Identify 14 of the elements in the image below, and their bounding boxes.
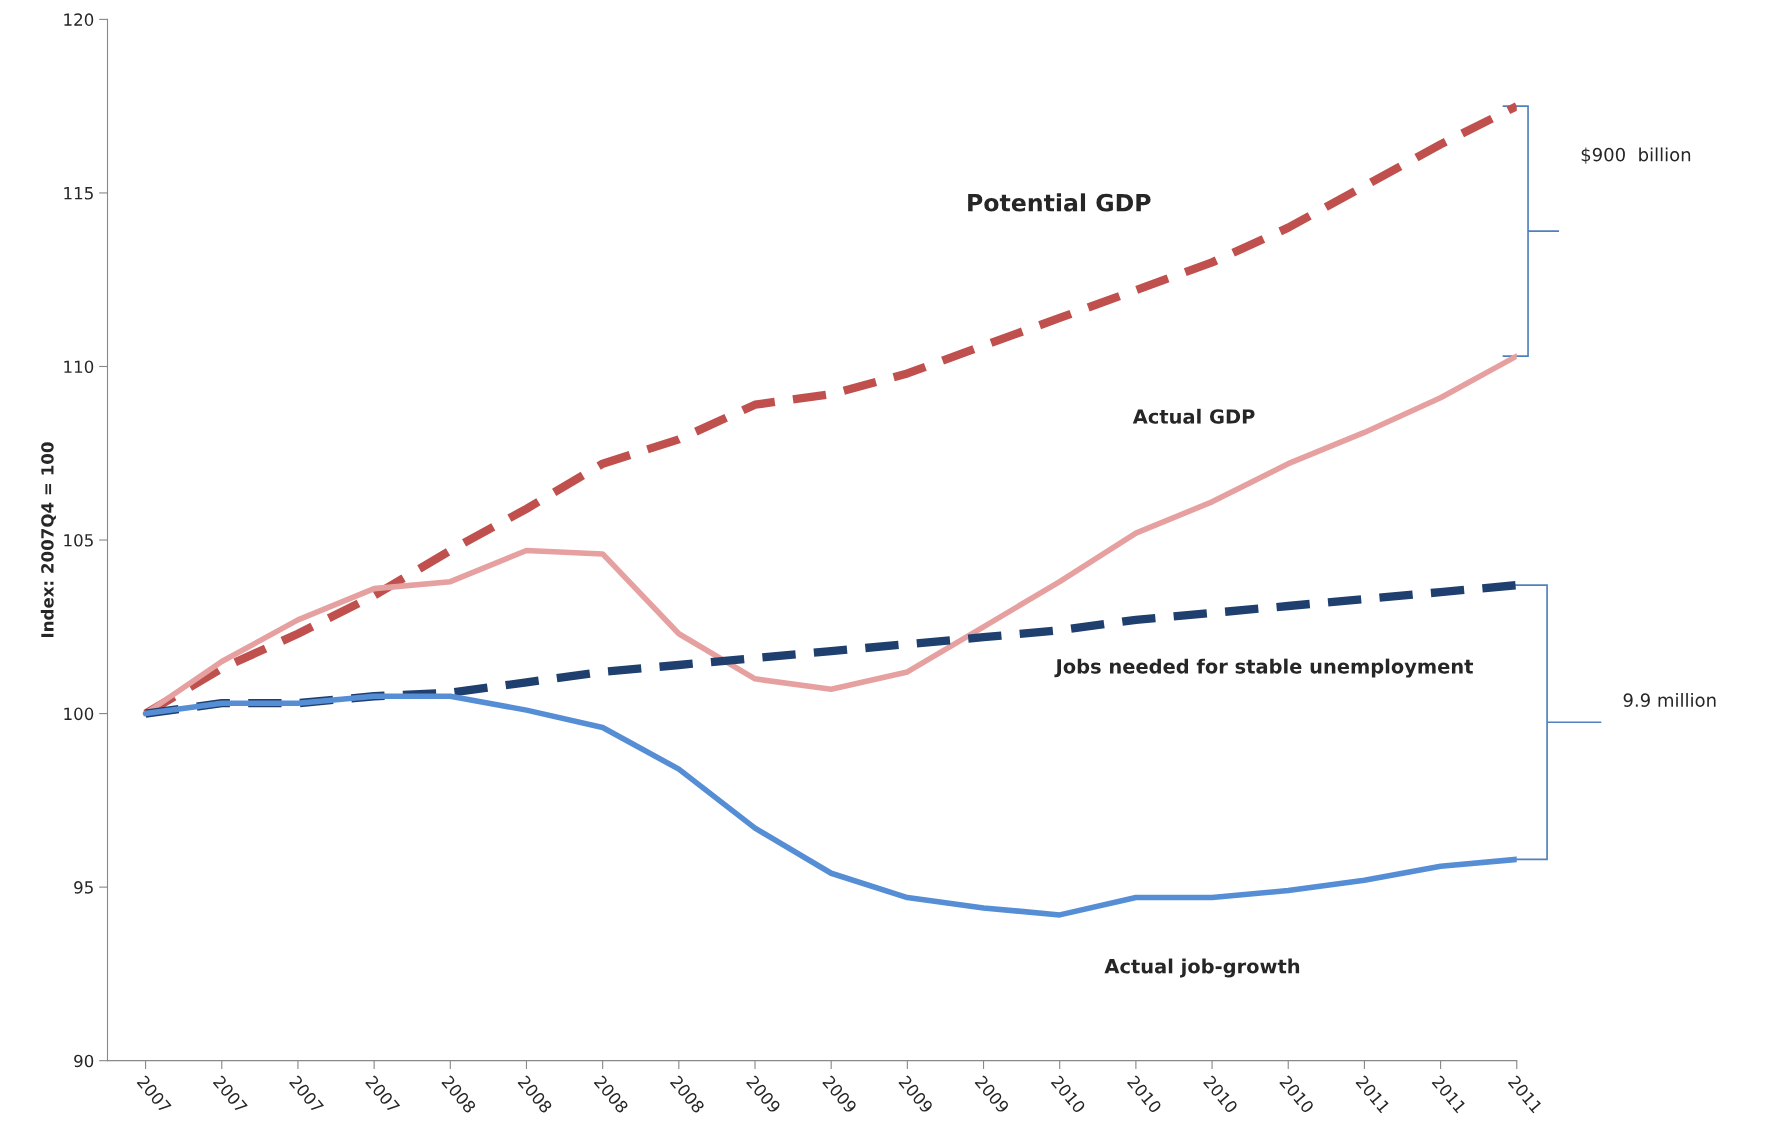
text: Potential GDP [968, 193, 1151, 212]
text: 9.9 million [1623, 692, 1716, 707]
y-axis-title: Index: 2007Q4 = 100 [40, 442, 56, 638]
y-tick-label: 120 [64, 13, 94, 26]
text: Actual GDP [1132, 408, 1255, 424]
y-tick-label: 95 [74, 881, 93, 894]
y-tick-label: 90 [74, 1054, 94, 1068]
series-label: Jobs needed for stable unemployment [1054, 658, 1474, 678]
y-tick-label: 100 [64, 707, 94, 721]
y-tick-label: 110 [64, 360, 94, 374]
text: Actual job-growth [1104, 958, 1300, 978]
text: $900 billion [1581, 147, 1691, 164]
y-tick-label: 105 [64, 534, 93, 547]
y-tick-label: 115 [64, 187, 93, 200]
